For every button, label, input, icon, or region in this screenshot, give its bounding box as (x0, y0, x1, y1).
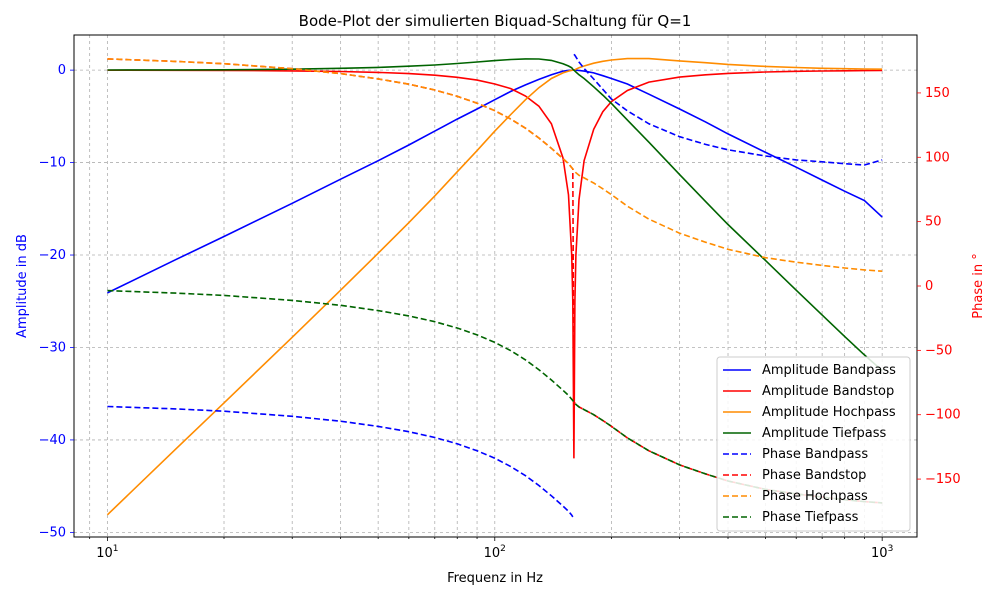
right-y-tick-label: 100 (925, 150, 950, 165)
x-tick-label: 103 (871, 544, 893, 561)
legend-label-amplitude-bandpass: Amplitude Bandpass (762, 363, 896, 378)
right-y-tick-label: −150 (925, 472, 961, 487)
left-y-axis-label: Amplitude in dB (15, 234, 30, 338)
chart-title: Bode-Plot der simulierten Biquad-Schaltu… (299, 12, 692, 30)
series-line-amplitude-bandstop (107, 69, 883, 459)
left-y-tick-label: −40 (39, 433, 66, 448)
series-line-phase-bandpass (107, 53, 883, 518)
series-line-phase-hochpass (107, 58, 883, 272)
left-y-tick-label: −10 (39, 156, 66, 171)
legend-label-phase-hochpass: Phase Hochpass (762, 489, 868, 504)
right-y-tick-label: 0 (925, 279, 933, 294)
legend-label-phase-bandpass: Phase Bandpass (762, 447, 868, 462)
left-y-tick-label: −20 (39, 248, 66, 263)
legend-box (716, 356, 911, 532)
legend: Amplitude Bandpass Amplitude Bandstop Ampl… (716, 356, 911, 532)
right-y-axis-label: Phase in ° (971, 253, 986, 318)
right-y-tick-label: −100 (925, 408, 961, 423)
legend-label-phase-tiefpass: Phase Tiefpass (762, 510, 859, 525)
legend-label-amplitude-hochpass: Amplitude Hochpass (762, 405, 896, 420)
left-y-tick-label: −50 (39, 525, 66, 540)
x-axis-ticks: 101 102 103 (89, 537, 893, 561)
series-line-amplitude-tiefpass (107, 58, 883, 372)
series-line-phase-tiefpass (107, 289, 883, 504)
right-y-tick-label: 50 (925, 215, 942, 230)
left-y-tick-label: −30 (39, 340, 66, 355)
legend-label-amplitude-tiefpass: Amplitude Tiefpass (762, 426, 886, 441)
legend-label-phase-bandstop: Phase Bandstop (762, 468, 866, 483)
right-y-tick-label: −50 (925, 343, 952, 358)
x-tick-label: 102 (484, 544, 506, 561)
right-y-axis-ticks: −150 −100 −50 0 50 100 150 (917, 86, 961, 487)
legend-label-amplitude-bandstop: Amplitude Bandstop (762, 384, 894, 399)
x-tick-label: 101 (96, 544, 118, 561)
x-axis-label: Frequenz in Hz (447, 571, 543, 586)
left-y-tick-label: 0 (58, 63, 66, 78)
right-y-tick-label: 150 (925, 86, 950, 101)
left-y-axis-ticks: −50 −40 −30 −20 −10 0 (39, 63, 74, 540)
